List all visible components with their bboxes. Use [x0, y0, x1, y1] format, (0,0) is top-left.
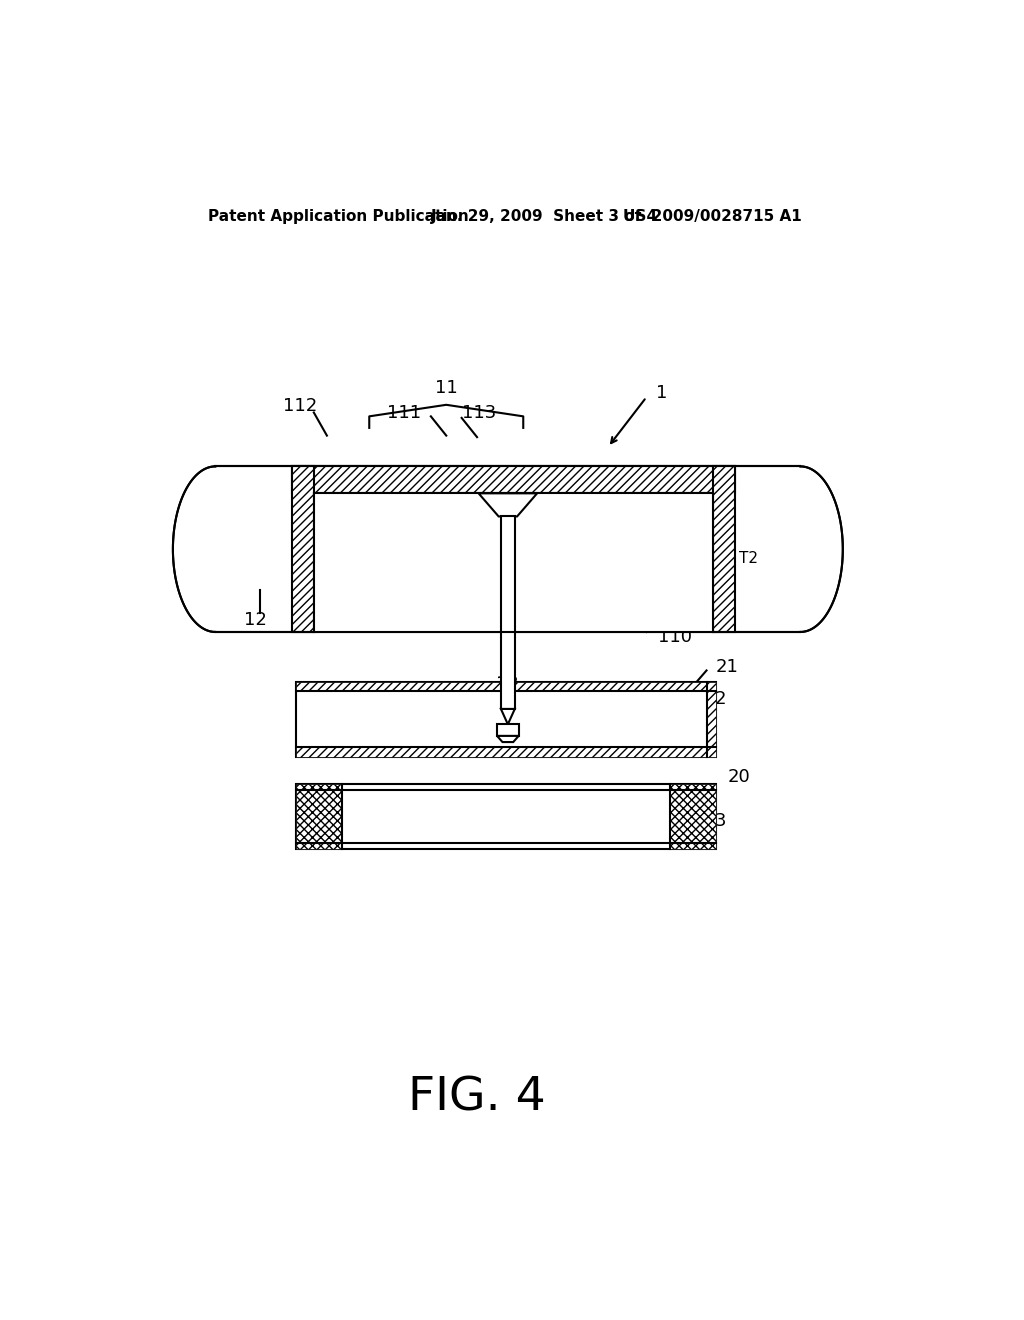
Polygon shape [497, 737, 518, 742]
Bar [292, 466, 313, 632]
Bar [296, 682, 716, 756]
Text: 12: 12 [244, 611, 266, 630]
Polygon shape [478, 494, 538, 516]
Text: FIG. 4: FIG. 4 [409, 1076, 546, 1121]
Bar [292, 466, 735, 494]
Bar [292, 466, 735, 494]
Bar [292, 466, 313, 632]
Bar [707, 682, 716, 756]
Text: 112: 112 [283, 397, 317, 416]
Bar [296, 747, 716, 756]
Polygon shape [501, 709, 515, 725]
Text: Jan. 29, 2009  Sheet 3 of 4: Jan. 29, 2009 Sheet 3 of 4 [431, 209, 658, 223]
Bar [296, 682, 716, 692]
Text: Patent Application Publication: Patent Application Publication [208, 209, 468, 223]
Text: 20: 20 [727, 768, 750, 785]
Text: 111: 111 [387, 404, 422, 421]
Bar [313, 494, 714, 632]
Text: 11: 11 [435, 379, 458, 397]
Text: 2: 2 [714, 690, 726, 708]
Text: T1: T1 [687, 473, 707, 487]
Text: US 2009/0028715 A1: US 2009/0028715 A1 [624, 209, 802, 223]
Bar [714, 466, 735, 632]
Bar [501, 516, 515, 709]
Text: 3: 3 [714, 812, 726, 829]
Text: 110: 110 [658, 628, 692, 647]
Bar [497, 725, 518, 737]
Text: T2: T2 [739, 550, 758, 566]
Bar [296, 784, 342, 849]
Bar [670, 784, 716, 849]
Text: 13: 13 [497, 675, 519, 693]
Bar [173, 466, 843, 632]
Bar [714, 466, 735, 632]
Text: 1: 1 [655, 384, 667, 403]
Bar [296, 784, 716, 849]
Text: 113: 113 [462, 404, 496, 421]
Text: 21: 21 [716, 659, 738, 676]
